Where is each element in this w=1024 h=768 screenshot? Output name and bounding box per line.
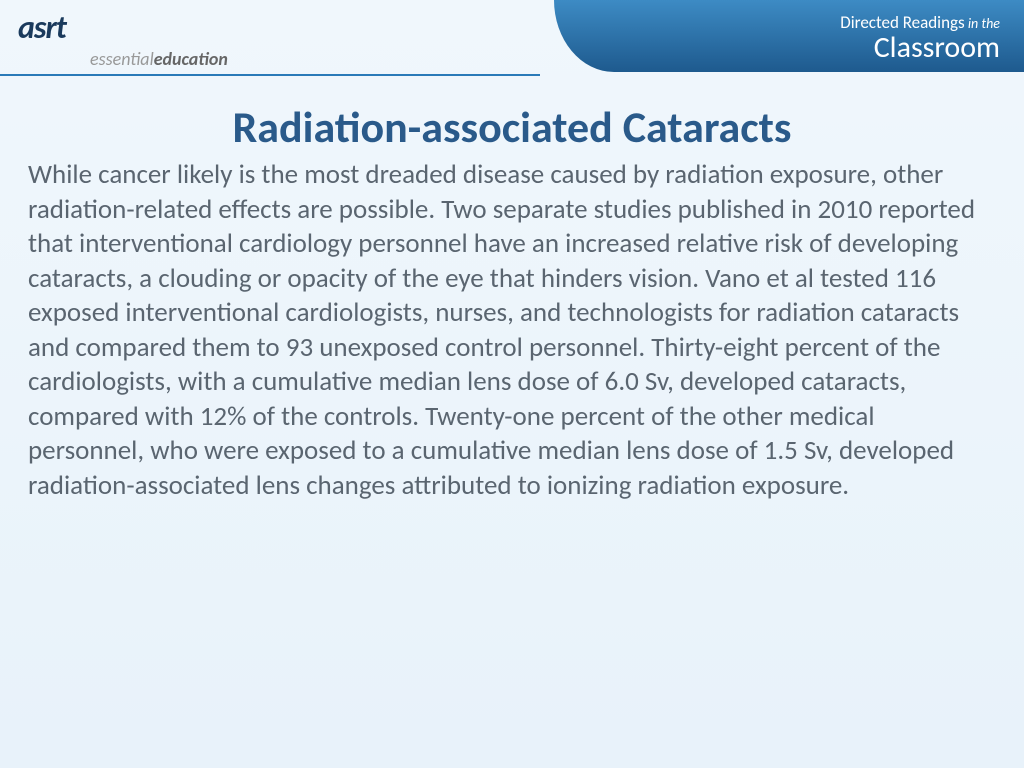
slide-title: Radiation-associated Cataracts bbox=[28, 100, 996, 154]
tagline-light: essential bbox=[90, 48, 154, 70]
content: Radiation-associated Cataracts While can… bbox=[0, 82, 1024, 503]
banner-main: Classroom bbox=[554, 29, 1000, 66]
header: asrt essentialeducation Directed Reading… bbox=[0, 0, 1024, 82]
logo-text: asrt bbox=[18, 8, 66, 47]
tagline-bold: education bbox=[154, 48, 228, 70]
logo-area: asrt bbox=[18, 8, 66, 47]
header-rule bbox=[0, 74, 540, 76]
tagline: essentialeducation bbox=[90, 48, 228, 70]
slide-body: While cancer likely is the most dreaded … bbox=[28, 158, 996, 503]
banner: Directed Readings in the Classroom bbox=[554, 0, 1024, 72]
